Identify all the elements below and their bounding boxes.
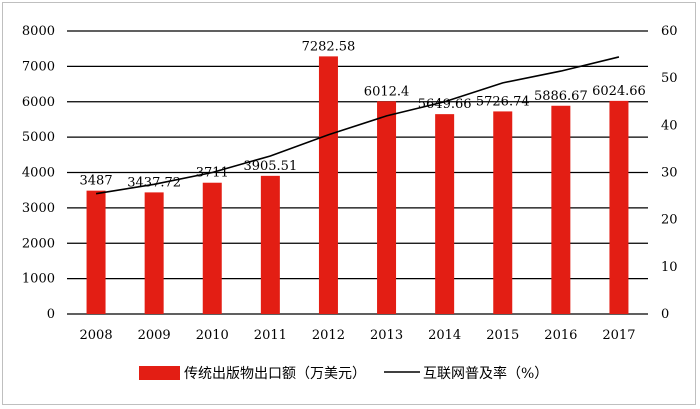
x-tick-label: 2008 <box>80 328 113 343</box>
bar-value-label: 6024.66 <box>592 84 646 99</box>
x-tick-label: 2015 <box>486 328 519 343</box>
left-y-tick-label: 3000 <box>22 201 55 216</box>
x-tick-label: 2012 <box>312 328 345 343</box>
bar-value-label: 3487 <box>80 174 113 189</box>
left-y-tick-label: 0 <box>47 307 55 322</box>
right-y-tick-label: 40 <box>661 118 678 133</box>
x-tick-label: 2011 <box>254 328 287 343</box>
bar-2012 <box>318 56 338 315</box>
left-y-axis: 0 1000 2000 3000 4000 5000 6000 7000 8000 <box>22 24 55 322</box>
x-tick-label: 2017 <box>602 328 635 343</box>
bar-value-label: 6012.4 <box>364 84 410 99</box>
bar-value-label: 5886.67 <box>534 89 588 104</box>
gridlines <box>67 30 648 315</box>
x-tick-label: 2013 <box>370 328 403 343</box>
bar-2014 <box>435 114 455 314</box>
left-y-tick-label: 8000 <box>22 24 55 39</box>
right-y-tick-label: 30 <box>661 166 678 181</box>
x-tick-label: 2016 <box>544 328 577 343</box>
bar-2010 <box>202 182 222 314</box>
bar-2008 <box>86 190 106 314</box>
left-y-tick-label: 1000 <box>22 272 55 287</box>
x-tick-label: 2009 <box>138 328 171 343</box>
bar-2011 <box>260 175 280 314</box>
left-y-tick-label: 2000 <box>22 236 55 251</box>
bar-value-label: 5726.74 <box>476 94 530 109</box>
x-tick-label: 2014 <box>428 328 461 343</box>
bar-value-label: 5649.66 <box>418 97 472 112</box>
line-series <box>95 56 620 195</box>
x-tick-label: 2010 <box>196 328 229 343</box>
data-labels: 3487 3437.72 3711 3905.51 7282.58 6012.4 5649.… <box>80 39 646 190</box>
legend-bar-swatch <box>139 366 180 380</box>
right-y-tick-label: 10 <box>661 260 678 275</box>
left-y-tick-label: 5000 <box>22 130 55 145</box>
right-y-tick-label: 20 <box>661 213 678 228</box>
bar-2009 <box>144 192 164 314</box>
right-y-tick-label: 0 <box>661 307 669 322</box>
line-path <box>95 56 620 195</box>
legend-bar-label: 传统出版物出口额（万美元） <box>184 366 366 382</box>
left-y-tick-label: 7000 <box>22 59 55 74</box>
right-y-tick-label: 60 <box>661 24 678 39</box>
left-y-tick-label: 4000 <box>22 166 55 181</box>
legend-line-label: 互联网普及率（%） <box>423 365 548 382</box>
bar-2013 <box>377 101 397 315</box>
right-y-tick-label: 50 <box>661 71 678 86</box>
chart-frame <box>2 2 696 405</box>
bar-value-label: 7282.58 <box>302 39 356 54</box>
legend: 传统出版物出口额（万美元） 互联网普及率（%） <box>139 365 548 382</box>
bar-series <box>86 56 629 315</box>
bar-2016 <box>551 105 571 314</box>
bar-2017 <box>609 100 629 314</box>
bar-value-label: 3905.51 <box>243 159 297 174</box>
left-y-tick-label: 6000 <box>22 95 55 110</box>
right-y-axis: 0 10 20 30 40 50 60 <box>661 24 678 322</box>
x-axis: 2008 2009 2010 2011 2012 2013 2014 2015 2016 2017 <box>80 328 636 343</box>
bar-value-label: 3437.72 <box>127 175 181 190</box>
bar-value-label: 3711 <box>196 166 229 181</box>
bar-2015 <box>493 111 513 315</box>
